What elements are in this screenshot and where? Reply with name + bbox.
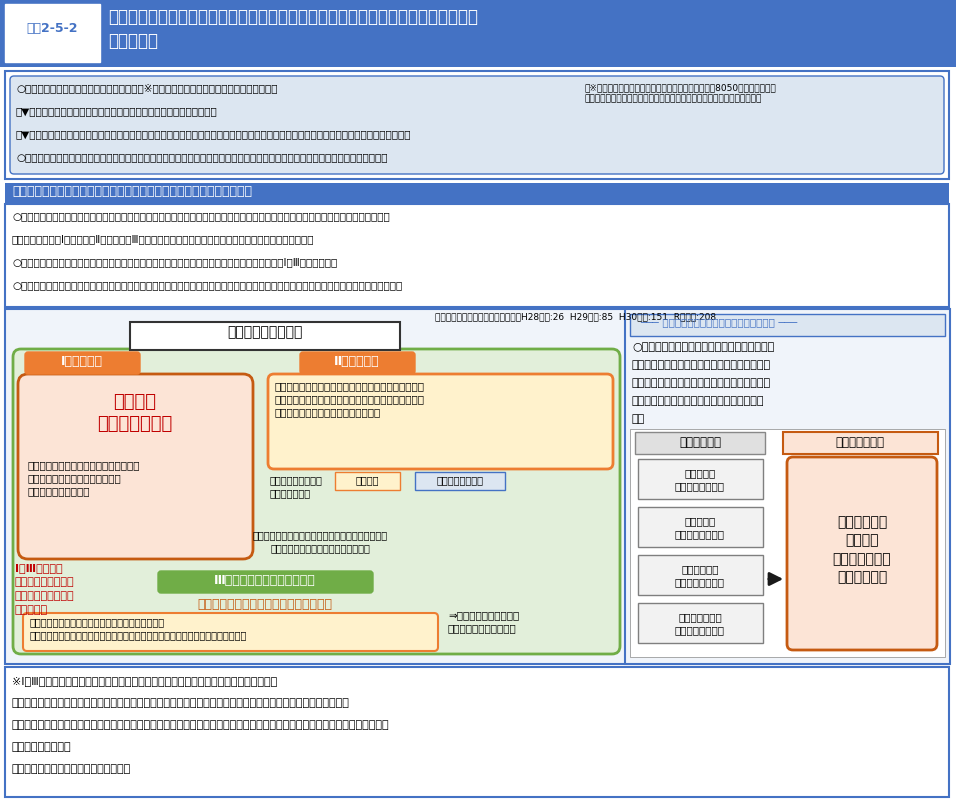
Bar — [0, 0, 956, 68]
Text: （ウ）災害時の円滑な対応にもつながる: （ウ）災害時の円滑な対応にもつながる — [12, 763, 131, 773]
Bar — [5, 72, 949, 180]
Text: ・既存の取組で対応できる場合は、既存の取組を活用
・既存の取組では対応できない狭間のニーズにも対応
（既存の地域資源の活用方法の拡充）: ・既存の取組で対応できる場合は、既存の取組を活用 ・既存の取組では対応できない狭… — [275, 380, 425, 417]
Bar — [130, 322, 400, 350]
Bar — [415, 472, 505, 490]
Text: ○　各支援機関・拠点が、属性を超えた支援を: ○ 各支援機関・拠点が、属性を超えた支援を — [632, 342, 774, 351]
Bar — [5, 184, 949, 205]
Bar — [5, 205, 949, 308]
Text: う。: う。 — [632, 414, 645, 423]
Text: Ⅰ　相談支援: Ⅰ 相談支援 — [61, 354, 103, 367]
Text: （参考）モデル事業実施自治体数　H28年度:26  H29年度:85  H30年度:151  R元年度:208: （参考）モデル事業実施自治体数 H28年度:26 H29年度:85 H30年度:… — [435, 312, 716, 321]
Text: ▼属性を超えた相談窓口の設置等の動きがあるが、各制度の国庫補助金等の目的外流用を避けるための経費按分に係る事務負担が大きい。: ▼属性を超えた相談窓口の設置等の動きがあるが、各制度の国庫補助金等の目的外流用を… — [16, 129, 411, 139]
Bar — [5, 310, 949, 664]
Bar — [638, 555, 763, 595]
Bar — [638, 508, 763, 547]
Text: 重層的支援体制: 重層的支援体制 — [836, 435, 884, 448]
Text: 属性・世代を
問わない
相談・地域づく
りの実施体制: 属性・世代を 問わない 相談・地域づく りの実施体制 — [833, 514, 891, 584]
Text: ・属性や世代を問わない相談の受け止め
・多機関の協働をコーディネート
・アウトリーチも実施: ・属性や世代を問わない相談の受け止め ・多機関の協働をコーディネート ・アウトリ… — [28, 460, 141, 496]
Text: （※）一つの世帯に複数の課題が存在している状態（8050世帯や、介護と
育児のダブルケアなど）、世帯全体が孤立している状態（ごみ屋敷など）: （※）一つの世帯に複数の課題が存在している状態（8050世帯や、介護と 育児のダ… — [585, 83, 776, 103]
Text: ○地域住民が抱える課題が複雑化・複合化（※）する中、従来の支援体制では課題がある。: ○地域住民が抱える課題が複雑化・複合化（※）する中、従来の支援体制では課題がある… — [16, 83, 277, 93]
Text: ⇒新たな参加の場が生ま
れ、地域の活動が活性化: ⇒新たな参加の場が生ま れ、地域の活動が活性化 — [448, 610, 519, 633]
Text: Ⅰ～Ⅲを通じ、
・継続的な伴走支援
・多機関協働による
支援を実施: Ⅰ～Ⅲを通じ、 ・継続的な伴走支援 ・多機関協働による 支援を実施 — [15, 562, 75, 614]
Text: 新たな事業の全体像: 新たな事業の全体像 — [228, 325, 303, 338]
Text: 子ども分野の
相談・地域づくり: 子ども分野の 相談・地域づくり — [675, 563, 725, 586]
Text: （イ）地域づくりが進み、地域で人と人とのつながりができることで、課題を抱える住民に対する気づきが生まれ、相談支援が: （イ）地域づくりが進み、地域で人と人とのつながりができることで、課題を抱える住民… — [12, 719, 390, 729]
Bar — [783, 432, 938, 455]
Text: 障害分野の
相談・地域づくり: 障害分野の 相談・地域づくり — [675, 516, 725, 538]
Bar — [630, 314, 945, 337]
Text: （狭間のニーズへの
対応の具体例）: （狭間のニーズへの 対応の具体例） — [270, 475, 323, 497]
Text: 構築するため、Ⅰ相談支援、Ⅱ参加支援、Ⅲ地域づくりに向けた支援を一体的に実施する事業を創設する。: 構築するため、Ⅰ相談支援、Ⅱ参加支援、Ⅲ地域づくりに向けた支援を一体的に実施する… — [12, 233, 315, 244]
Text: 見守り等居住支援: 見守り等居住支援 — [437, 475, 484, 484]
Bar — [638, 460, 763, 500]
FancyBboxPatch shape — [300, 353, 415, 375]
Text: 図表2-5-2: 図表2-5-2 — [26, 22, 77, 35]
Text: 早期につながる: 早期につながる — [12, 741, 72, 751]
Text: 生活困窮者の就労体験に、経済的な困窮状態にない
ひきこもり状態の者を受け入れる　等: 生活困窮者の就労体験に、経済的な困窮状態にない ひきこもり状態の者を受け入れる … — [252, 529, 387, 553]
FancyBboxPatch shape — [158, 571, 373, 593]
Text: Ⅱ　参加支援: Ⅱ 参加支援 — [335, 354, 380, 367]
Bar — [630, 429, 945, 657]
FancyBboxPatch shape — [23, 614, 438, 651]
Text: 援に関し、高齢、障害、子ども、生活困窮の各: 援に関し、高齢、障害、子ども、生活困窮の各 — [632, 378, 771, 387]
FancyBboxPatch shape — [13, 350, 620, 654]
Text: 現行の仕組み: 現行の仕組み — [679, 435, 721, 448]
Text: ─── 相談支援・地域づくり事業の一体的実施 ───: ─── 相談支援・地域づくり事業の一体的実施 ─── — [640, 317, 797, 326]
Text: 円滑に行うことを可能とするため、国の財政支: 円滑に行うことを可能とするため、国の財政支 — [632, 359, 771, 370]
Text: Ⅲ　地域づくりに向けた支援: Ⅲ 地域づくりに向けた支援 — [214, 573, 315, 586]
Text: （ア）狭間のニーズにも対応し、相談者が適切な支援につながりやすくなることで、相談支援が効果的に機能する: （ア）狭間のニーズにも対応し、相談者が適切な支援につながりやすくなることで、相談… — [12, 697, 350, 707]
Text: ・世代や属性を超えて交流できる場や居場所の確保
・多分野のプラットフォーム形成など、交流・参加・学びの機会のコーディネート: ・世代や属性を超えて交流できる場や居場所の確保 ・多分野のプラットフォーム形成な… — [30, 616, 248, 639]
Bar — [638, 603, 763, 643]
Text: 高齢分野の
相談・地域づくり: 高齢分野の 相談・地域づくり — [675, 468, 725, 490]
Text: 生活困窮分野の
相談・地域づくり: 生活困窮分野の 相談・地域づくり — [675, 611, 725, 634]
Text: 社会福祉法に基づく新たな事業（「重層的支援体制整備事業」）の創設: 社会福祉法に基づく新たな事業（「重層的支援体制整備事業」）の創設 — [12, 184, 252, 198]
Text: ○市町村において、既存の相談支援等の取組を活かしつつ、地域住民の複雑化・複合化した支援ニーズに対応する包括的な支援体制を: ○市町村において、既存の相談支援等の取組を活かしつつ、地域住民の複雑化・複合化し… — [12, 211, 390, 221]
Bar — [5, 5, 100, 63]
Bar — [635, 432, 765, 455]
Text: ※Ⅰ～Ⅲの３つの支援を一体的に取り組むことで、相互作用が生じ支援の効果が高まる。: ※Ⅰ～Ⅲの３つの支援を一体的に取り組むことで、相互作用が生じ支援の効果が高まる。 — [12, 675, 277, 685]
Text: 地域住民の複雑化・複合化した支援ニーズに対応する市町村の重層的な支援体制の
構築の支援: 地域住民の複雑化・複合化した支援ニーズに対応する市町村の重層的な支援体制の 構築… — [108, 8, 478, 50]
FancyBboxPatch shape — [25, 353, 140, 375]
Bar — [335, 472, 400, 490]
Bar — [625, 310, 950, 664]
Bar — [5, 667, 949, 797]
Text: ○新たな事業を実施する市町村に対して、相談・地域づくり関連事業に係る補助等について一体的に執行できるよう、交付金を交付する。: ○新たな事業を実施する市町村に対して、相談・地域づくり関連事業に係る補助等につい… — [12, 280, 402, 290]
Text: ○新たな事業は実施を希望する市町村の手あげに基づく任意事業。ただし、事業実施の際には、Ⅰ～Ⅲの支援は必須: ○新たな事業は実施を希望する市町村の手あげに基づく任意事業。ただし、事業実施の際… — [12, 257, 337, 267]
Text: 包括的な
相談支援の体制: 包括的な 相談支援の体制 — [98, 392, 173, 432]
Text: 就労支援: 就労支援 — [356, 475, 379, 484]
FancyBboxPatch shape — [10, 77, 944, 175]
FancyBboxPatch shape — [18, 375, 253, 559]
FancyBboxPatch shape — [268, 375, 613, 469]
Text: 住民同士の顔の見える関係性の育成支援: 住民同士の顔の見える関係性の育成支援 — [198, 597, 333, 610]
FancyBboxPatch shape — [787, 457, 937, 650]
Text: ▼属性別の支援体制では、複合課題や狭間のニーズへの対応が困難。: ▼属性別の支援体制では、複合課題や狭間のニーズへの対応が困難。 — [16, 106, 218, 115]
Text: 制度の関連事業について、一体的な執行を行: 制度の関連事業について、一体的な執行を行 — [632, 395, 765, 406]
Text: ○このため、属性を問わない包括的な支援体制の構築を、市町村が、創意工夫をもって円滑に実施できる仕組みとすることが必要。: ○このため、属性を問わない包括的な支援体制の構築を、市町村が、創意工夫をもって円… — [16, 152, 387, 162]
